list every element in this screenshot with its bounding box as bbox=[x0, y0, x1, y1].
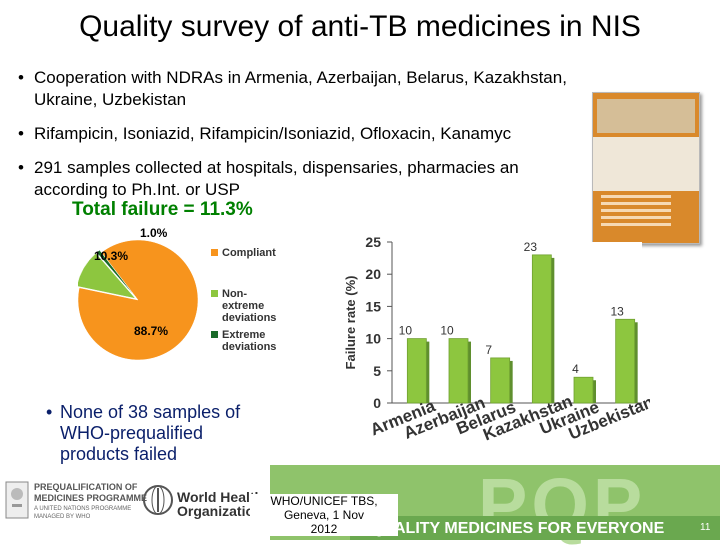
who-line-2: Organization bbox=[177, 503, 263, 519]
legend-swatch-nonextreme bbox=[211, 290, 218, 297]
bar-belarus bbox=[490, 357, 511, 404]
bullet-dot: • bbox=[18, 158, 24, 177]
pie-slice-extreme bbox=[96, 249, 137, 298]
prequal-sub-2: MANAGED BY WHO bbox=[34, 514, 91, 520]
legend-compliant: Compliant bbox=[222, 247, 276, 259]
bullet-3-line1: 291 samples collected at hospitals, disp… bbox=[34, 158, 519, 177]
bar-kazakhstan bbox=[531, 254, 552, 404]
prequal-sub-1: A UNITED NATIONS PROGRAMME bbox=[34, 506, 132, 512]
pie-label-nonextreme: 10.3% bbox=[94, 249, 129, 263]
bottom-bullet-line2: WHO-prequalified bbox=[60, 423, 204, 443]
pie-slice-compliant bbox=[78, 239, 199, 361]
cover-pills-graphic bbox=[593, 137, 699, 191]
bullet-3-line2: according to Ph.Int. or USP bbox=[34, 180, 240, 199]
y-axis-label: Failure rate (%) bbox=[343, 276, 358, 370]
tagline: QUALITY MEDICINES FOR EVERYONE bbox=[370, 520, 665, 537]
prequal-line-2: MEDICINES PROGRAMME bbox=[34, 493, 148, 503]
bar-uzbekistan bbox=[615, 318, 636, 404]
source-footnote: WHO/UNICEF TBS, Geneva, 1 Nov 2012 bbox=[250, 494, 398, 536]
pie-label-extreme: 1.0% bbox=[140, 226, 168, 240]
legend-extreme: Extreme deviations bbox=[222, 329, 277, 353]
bar-data-label: 10 bbox=[440, 324, 454, 338]
bottom-bullet-line3: products failed bbox=[60, 444, 178, 464]
cover-map-graphic bbox=[597, 99, 695, 133]
bullet-dot: • bbox=[46, 402, 53, 422]
legend-swatch-extreme bbox=[211, 331, 218, 338]
legend-nonextreme: Non- extreme deviations bbox=[222, 288, 277, 324]
report-cover-image bbox=[592, 92, 700, 244]
pie-chart bbox=[78, 239, 199, 361]
y-tick-label: 15 bbox=[365, 298, 381, 314]
who-line-1: World Health bbox=[177, 489, 264, 505]
slide-title: Quality survey of anti-TB medicines in N… bbox=[79, 10, 641, 43]
bar-data-label: 23 bbox=[524, 240, 538, 254]
y-tick-label: 0 bbox=[373, 395, 381, 411]
bar-data-label: 13 bbox=[610, 304, 624, 318]
bullet-2-line1: Rifampicin, Isoniazid, Rifampicin/Isonia… bbox=[34, 124, 512, 143]
bottom-bullet-line1: None of 38 samples of bbox=[60, 402, 241, 422]
prequal-programme-name: PREQUALIFICATION OF MEDICINES PROGRAMME bbox=[34, 482, 147, 504]
y-tick-label: 25 bbox=[365, 234, 381, 250]
prequal-subtitle: A UNITED NATIONS PROGRAMME MANAGED BY WH… bbox=[34, 505, 131, 521]
y-tick-label: 20 bbox=[365, 266, 381, 282]
pie-label-compliant: 88.7% bbox=[134, 324, 169, 338]
y-tick-label: 5 bbox=[373, 363, 381, 379]
who-name: World Health Organization bbox=[177, 490, 263, 518]
bar-azerbaijan bbox=[448, 338, 469, 404]
bottom-bullet: • None of 38 samples of WHO-prequalified… bbox=[46, 402, 240, 465]
who-emblem-icon bbox=[143, 485, 173, 515]
bullet-1-line1: Cooperation with NDRAs in Armenia, Azerb… bbox=[34, 68, 567, 87]
bullet-dot: • bbox=[18, 68, 24, 87]
y-tick-label: 10 bbox=[365, 331, 381, 347]
bar-data-label: 7 bbox=[485, 343, 492, 357]
bar-data-label: 4 bbox=[572, 362, 579, 376]
bullet-dot: • bbox=[18, 124, 24, 143]
tagline-band bbox=[350, 516, 720, 540]
prequal-logo-icon bbox=[5, 481, 29, 519]
pie-slice-nonextreme bbox=[78, 252, 137, 299]
slide-number: 11 bbox=[700, 522, 711, 533]
bar-data-label: 10 bbox=[399, 324, 413, 338]
legend-swatch-compliant bbox=[211, 249, 218, 256]
footnote-line-1: WHO/UNICEF TBS, Geneva, 1 Nov bbox=[270, 494, 378, 522]
prequal-line-1: PREQUALIFICATION OF bbox=[34, 482, 138, 492]
pie-heading: Total failure = 11.3% bbox=[72, 199, 253, 220]
footnote-line-2: 2012 bbox=[310, 522, 338, 536]
cover-title-lines bbox=[601, 195, 671, 230]
plot-area bbox=[392, 242, 642, 403]
bullet-1-line2: Ukraine, Uzbekistan bbox=[34, 90, 187, 109]
bar-armenia bbox=[406, 338, 427, 404]
bar-ukraine bbox=[573, 376, 594, 404]
